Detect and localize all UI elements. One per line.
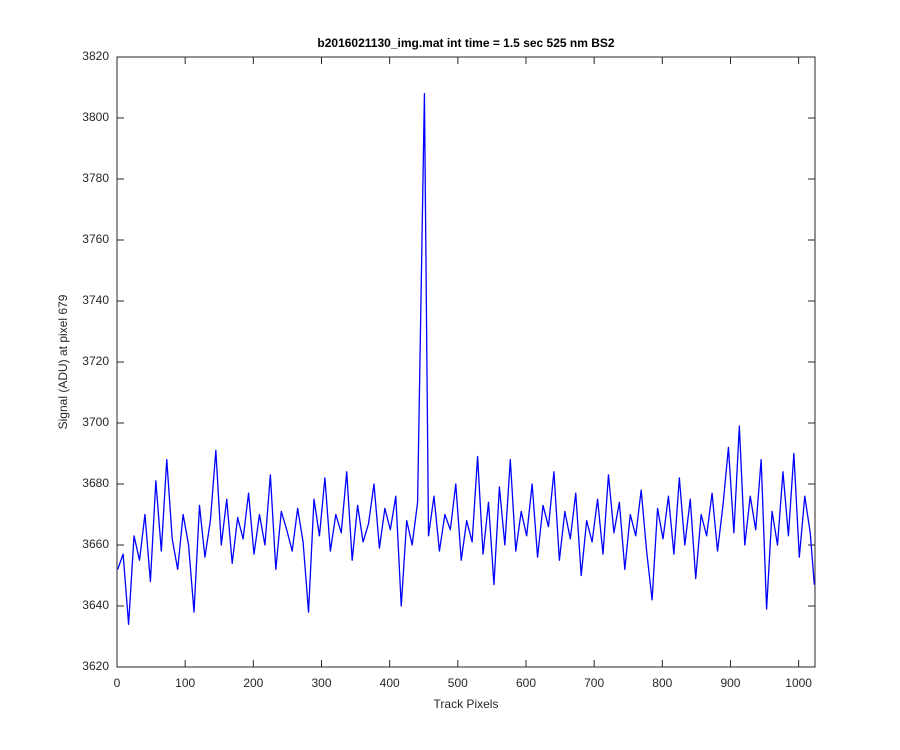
y-tick-label: 3620 (82, 659, 109, 673)
y-tick-label: 3780 (82, 171, 109, 185)
x-tick-label: 100 (175, 676, 195, 690)
y-tick-label: 3740 (82, 293, 109, 307)
y-tick-label: 3680 (82, 476, 109, 490)
y-tick-label: 3640 (82, 598, 109, 612)
x-tick-label: 0 (114, 676, 121, 690)
x-axis-label: Track Pixels (434, 697, 499, 711)
x-tick-label: 900 (720, 676, 740, 690)
y-tick-label: 3720 (82, 354, 109, 368)
y-tick-label: 3760 (82, 232, 109, 246)
y-tick-label: 3820 (82, 49, 109, 63)
y-tick-label: 3800 (82, 110, 109, 124)
x-tick-label: 400 (380, 676, 400, 690)
chart-title: b2016021130_img.mat int time = 1.5 sec 5… (317, 36, 614, 50)
x-tick-label: 800 (652, 676, 672, 690)
x-tick-label: 200 (243, 676, 263, 690)
data-line (117, 92, 815, 625)
y-axis-label: Signal (ADU) at pixel 679 (56, 294, 70, 429)
y-tick-label: 3660 (82, 537, 109, 551)
x-tick-label: 600 (516, 676, 536, 690)
x-tick-label: 1000 (785, 676, 812, 690)
x-tick-label: 300 (311, 676, 331, 690)
x-tick-label: 700 (584, 676, 604, 690)
x-tick-label: 500 (448, 676, 468, 690)
y-tick-label: 3700 (82, 415, 109, 429)
